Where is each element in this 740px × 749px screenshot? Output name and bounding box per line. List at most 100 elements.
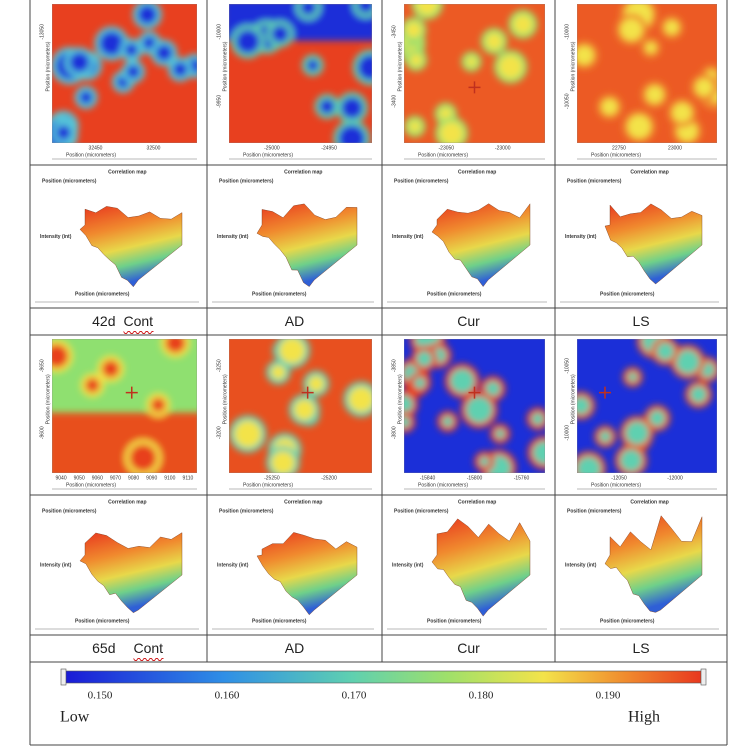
blob bbox=[466, 57, 476, 67]
surface-title: Correlation map bbox=[284, 169, 322, 175]
blob bbox=[620, 449, 642, 471]
blob bbox=[127, 65, 140, 78]
y-axis-label: Position (micrometers) bbox=[222, 374, 228, 424]
x-tick-label: -25250 bbox=[264, 475, 280, 481]
x-tick-label: -15760 bbox=[514, 475, 530, 481]
x-axis-label: Position (micrometers) bbox=[66, 482, 116, 488]
heatmap bbox=[570, 0, 733, 146]
surface bbox=[432, 204, 530, 287]
x-tick-label: -15840 bbox=[420, 475, 436, 481]
blob bbox=[307, 60, 319, 72]
blob bbox=[450, 369, 475, 394]
x-axis-label: Position (micrometers) bbox=[243, 482, 293, 488]
blob bbox=[409, 121, 420, 132]
blob bbox=[690, 386, 707, 403]
blob bbox=[628, 115, 651, 138]
x-tick-label: 22750 bbox=[612, 145, 626, 151]
blob bbox=[173, 62, 187, 76]
blob bbox=[156, 45, 172, 61]
heatmap bbox=[390, 322, 561, 486]
y-tick-label: -3850 bbox=[391, 359, 397, 372]
surface-axis-label: Position (micrometers) bbox=[567, 178, 622, 184]
y-axis-label: Position (micrometers) bbox=[570, 374, 576, 424]
surface-axis-label: Position (micrometers) bbox=[219, 178, 274, 184]
surface-axis-label: Position (micrometers) bbox=[394, 508, 449, 514]
figure: 3245032500Position (micrometers)-13050Po… bbox=[0, 0, 740, 749]
blob bbox=[646, 86, 663, 103]
surface-axis-label: Intensity (int) bbox=[392, 562, 424, 568]
x-tick-label: 9090 bbox=[146, 475, 157, 481]
y-axis-label: Position (micrometers) bbox=[222, 41, 228, 91]
surface bbox=[605, 204, 702, 284]
colorbar bbox=[65, 671, 703, 683]
blob bbox=[271, 365, 285, 379]
x-axis-label: Position (micrometers) bbox=[243, 152, 293, 158]
surface-axis-label: Position (micrometers) bbox=[75, 291, 130, 297]
blob bbox=[272, 25, 289, 42]
surface-axis-label: Position (micrometers) bbox=[567, 508, 622, 514]
blob bbox=[486, 33, 502, 49]
surface-axis-label: Position (micrometers) bbox=[427, 291, 482, 297]
surface-axis-label: Position (micrometers) bbox=[427, 618, 482, 624]
blob bbox=[138, 5, 157, 24]
blob bbox=[649, 410, 665, 426]
colorbar-high: High bbox=[628, 709, 660, 726]
colorbar-tick: 0.180 bbox=[469, 690, 494, 702]
group-time: 42d bbox=[92, 313, 115, 329]
surface-axis-label: Position (micrometers) bbox=[42, 178, 97, 184]
x-tick-label: 9070 bbox=[110, 475, 121, 481]
blob bbox=[320, 99, 335, 114]
x-tick-label: -15800 bbox=[467, 475, 483, 481]
blob bbox=[599, 431, 611, 443]
y-tick-label: -10000 bbox=[564, 425, 570, 441]
blob bbox=[100, 32, 124, 56]
x-tick-label: 9100 bbox=[164, 475, 175, 481]
surface-axis-label: Position (micrometers) bbox=[600, 618, 655, 624]
blob bbox=[575, 46, 593, 64]
surface-axis-label: Position (micrometers) bbox=[394, 178, 449, 184]
x-tick-label: 9050 bbox=[74, 475, 85, 481]
blob bbox=[406, 22, 421, 37]
y-tick-label: -9650 bbox=[39, 359, 45, 372]
colorbar-tick: 0.160 bbox=[215, 690, 240, 702]
blob bbox=[166, 333, 186, 353]
surface-title: Correlation map bbox=[458, 499, 496, 505]
y-tick-label: -9600 bbox=[39, 426, 45, 439]
surface-axis-label: Intensity (int) bbox=[565, 234, 597, 240]
blob bbox=[602, 99, 617, 114]
blob bbox=[338, 125, 365, 152]
y-tick-label: -10050 bbox=[564, 358, 570, 374]
surface-axis-label: Intensity (int) bbox=[217, 562, 249, 568]
surface bbox=[432, 519, 530, 616]
colorbar-tick: 0.170 bbox=[342, 690, 367, 702]
blob bbox=[102, 360, 119, 377]
surface-title: Correlation map bbox=[284, 499, 322, 505]
surface-title: Correlation map bbox=[458, 169, 496, 175]
surface-axis-label: Position (micrometers) bbox=[252, 291, 307, 297]
y-tick-label: -10050 bbox=[564, 93, 570, 109]
blob bbox=[673, 103, 692, 122]
y-tick-label: -3250 bbox=[216, 359, 222, 372]
surface-title: Correlation map bbox=[108, 499, 146, 505]
heatmap-region bbox=[47, 413, 202, 547]
surface-axis-label: Intensity (int) bbox=[40, 562, 72, 568]
group-label: AD bbox=[285, 640, 304, 656]
blob bbox=[656, 342, 674, 360]
x-axis-label: Position (micrometers) bbox=[418, 482, 468, 488]
blob bbox=[69, 52, 89, 72]
x-tick-label: -12050 bbox=[611, 475, 627, 481]
blob bbox=[513, 15, 532, 34]
x-tick-label: 9080 bbox=[128, 475, 139, 481]
colorbar-tick: 0.190 bbox=[596, 690, 621, 702]
blob bbox=[621, 19, 643, 41]
blob bbox=[410, 54, 422, 66]
y-tick-label: -3450 bbox=[391, 25, 397, 38]
blob bbox=[341, 97, 363, 119]
heatmap bbox=[397, 0, 545, 150]
x-tick-label: -24950 bbox=[321, 145, 337, 151]
surface-axis-label: Intensity (int) bbox=[40, 234, 72, 240]
surface bbox=[257, 532, 357, 614]
heatmap bbox=[567, 324, 720, 485]
surface-axis-label: Intensity (int) bbox=[217, 234, 249, 240]
blob bbox=[151, 398, 165, 412]
